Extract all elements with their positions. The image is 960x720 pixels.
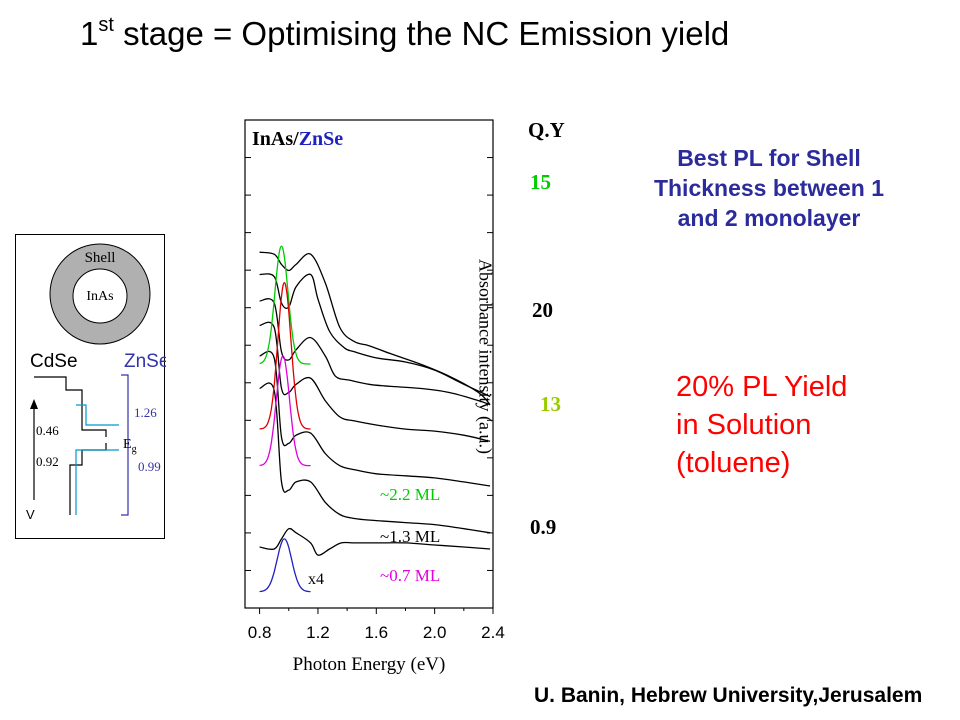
- pl-curve-10: [259, 355, 311, 467]
- inset-cyan-edge-high: [76, 404, 119, 426]
- x-axis-label: Photon Energy (eV): [292, 654, 446, 675]
- qy-value-13: 13: [540, 392, 561, 416]
- shell-label-0-7ml: ~0.7 ML: [380, 566, 440, 585]
- core-circle: [72, 268, 128, 324]
- absorbance-curve-4: [259, 321, 491, 442]
- pl-yield-line-1: 20% PL Yield: [676, 371, 848, 403]
- gap-label: Eg: [123, 437, 137, 455]
- plot-frame: [244, 119, 494, 609]
- core-label: InAs: [86, 289, 113, 304]
- chart-sample-label: InAs/ZnSe: [252, 128, 343, 150]
- znse-bracket: [121, 374, 129, 516]
- qy-value-0-9: 0.9: [530, 515, 557, 539]
- offset-left-2: 0.92: [36, 454, 59, 469]
- x-tick-label: 1.2: [306, 623, 330, 642]
- shell-label-1-3ml: ~1.3 ML: [380, 527, 440, 546]
- pl-curve-8: [259, 245, 311, 365]
- cdse-valence-edge: [69, 443, 107, 515]
- pl-yield-line-3: (toluene): [676, 447, 791, 479]
- cdse-label: CdSe: [30, 351, 78, 372]
- title-text: stage = Optimising the NC Emission yield: [113, 15, 730, 52]
- slide-title: 1st stage = Optimising the NC Emission y…: [80, 14, 729, 53]
- title-number: 1: [80, 15, 99, 52]
- absorbance-curve-6: [259, 382, 491, 534]
- energy-arrow-head: [30, 399, 38, 409]
- y-axis-label: Absorbance intensity (a.u.): [475, 259, 496, 454]
- qy-value-20: 20: [532, 298, 553, 322]
- y-tick-marks: [245, 157, 493, 571]
- shell-thickness-note: Best PL for Shell Thickness between 1 an…: [653, 145, 885, 231]
- qy-header: Q.Y: [528, 118, 565, 142]
- core-shell-diagram: Shell InAs CdSe ZnSe V 0.46 0.92 1.26 0.…: [26, 243, 169, 522]
- scale-label: x4: [308, 571, 324, 588]
- absorbance-curve-7: [259, 527, 491, 556]
- offset-right-2: 0.99: [138, 459, 161, 474]
- pl-curve-11: [259, 538, 311, 593]
- x-tick-label: 1.6: [364, 623, 388, 642]
- cdse-conduction-edge: [34, 376, 107, 437]
- qy-value-15: 15: [530, 170, 551, 194]
- inset-cyan-edge-low: [75, 449, 119, 515]
- absorbance-curve-2: [259, 273, 491, 398]
- pl-yield-line-2: in Solution: [676, 409, 812, 441]
- x-tick-label: 2.0: [423, 623, 447, 642]
- shell-label: Shell: [85, 250, 116, 266]
- offset-right-1: 1.26: [134, 405, 157, 420]
- spectra-chart: 0.8 1.2 1.6 2.0 2.4 InAs/ZnSe ~2.2 ML ~1.3 M…: [244, 119, 505, 642]
- energy-axis-label: V: [26, 507, 35, 522]
- znse-label: ZnSe: [124, 351, 166, 372]
- shell-label-2-2ml: ~2.2 ML: [380, 485, 440, 504]
- pl-curve-9: [259, 282, 311, 430]
- x-tick-label: 2.4: [481, 623, 505, 642]
- spectra-curves: [259, 245, 491, 593]
- x-tick-marks: 0.8 1.2 1.6 2.0 2.4: [248, 608, 505, 642]
- absorbance-curve-3: [259, 298, 491, 406]
- x-tick-label: 0.8: [248, 623, 272, 642]
- offset-left-1: 0.46: [36, 423, 59, 438]
- title-superscript: st: [98, 14, 114, 36]
- credit-line: U. Banin, Hebrew University,Jerusalem: [534, 684, 923, 707]
- core-shell-inset: Shell InAs CdSe ZnSe V 0.46 0.92 1.26 0.…: [15, 234, 169, 539]
- absorbance-curve-5: [259, 350, 491, 487]
- pl-yield-note: 20% PL Yield in Solution (toluene): [676, 368, 946, 482]
